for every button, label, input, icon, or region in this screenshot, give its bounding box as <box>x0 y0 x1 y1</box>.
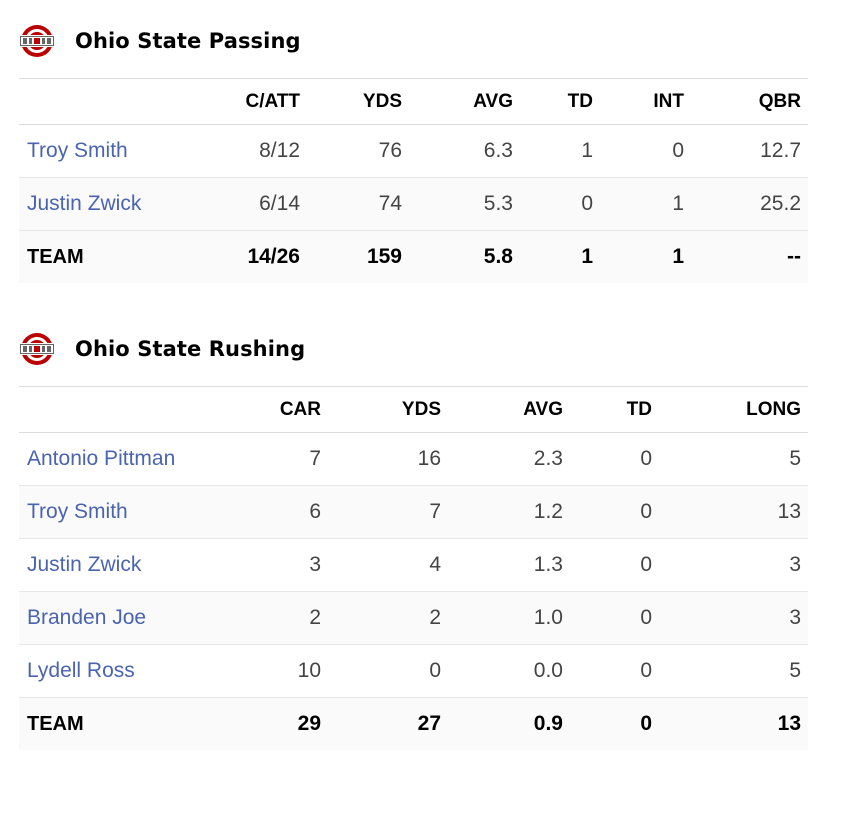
stat-yds: 4 <box>321 538 441 592</box>
table-row: Antonio Pittman 7 16 2.3 0 5 <box>19 432 808 486</box>
stat-car: 10 <box>222 644 321 698</box>
passing-title: Ohio State Passing <box>75 29 301 53</box>
table-row: Troy Smith 6 7 1.2 0 13 <box>19 485 808 539</box>
team-qbr: -- <box>691 230 808 283</box>
column-header-yds: YDS <box>321 387 441 433</box>
player-link[interactable]: Antonio Pittman <box>19 432 222 486</box>
team-avg: 0.9 <box>441 697 563 750</box>
team-long: 13 <box>652 697 808 750</box>
stat-long: 3 <box>652 538 808 592</box>
stat-int: 1 <box>600 177 691 231</box>
team-yds: 159 <box>300 230 409 283</box>
player-link[interactable]: Justin Zwick <box>19 177 202 231</box>
player-link[interactable]: Troy Smith <box>19 124 202 178</box>
table-row: Troy Smith 8/12 76 6.3 1 0 12.7 <box>19 124 808 178</box>
ohio-state-logo-icon <box>19 333 55 365</box>
table-row: Lydell Ross 10 0 0.0 0 5 <box>19 644 808 698</box>
stat-yds: 76 <box>300 124 409 178</box>
rushing-header: Ohio State Rushing <box>19 330 808 387</box>
column-header-avg: AVG <box>409 79 520 125</box>
stat-yds: 2 <box>321 591 441 645</box>
team-total-row: TEAM 29 27 0.9 0 13 <box>19 697 808 750</box>
stat-qbr: 12.7 <box>691 124 808 178</box>
passing-table: C/ATT YDS AVG TD INT QBR Troy Smith 8/12… <box>19 79 808 283</box>
rushing-section: Ohio State Rushing CAR YDS AVG TD LONG A… <box>19 330 808 750</box>
column-header-long: LONG <box>652 387 808 433</box>
stat-avg: 1.3 <box>441 538 563 592</box>
column-header-player <box>19 79 202 125</box>
stat-car: 6 <box>222 485 321 539</box>
player-link[interactable]: Troy Smith <box>19 485 222 539</box>
stat-td: 0 <box>563 432 652 486</box>
stat-avg: 1.0 <box>441 591 563 645</box>
stat-car: 2 <box>222 591 321 645</box>
stat-avg: 6.3 <box>409 124 520 178</box>
player-link[interactable]: Lydell Ross <box>19 644 222 698</box>
table-row: Branden Joe 2 2 1.0 0 3 <box>19 591 808 645</box>
team-avg: 5.8 <box>409 230 520 283</box>
passing-section: Ohio State Passing C/ATT YDS AVG TD INT … <box>19 22 808 283</box>
team-td: 1 <box>520 230 600 283</box>
column-header-td: TD <box>520 79 600 125</box>
team-total-row: TEAM 14/26 159 5.8 1 1 -- <box>19 230 808 283</box>
ohio-state-logo-icon <box>19 25 55 57</box>
stat-long: 5 <box>652 432 808 486</box>
team-td: 0 <box>563 697 652 750</box>
table-row: Justin Zwick 3 4 1.3 0 3 <box>19 538 808 592</box>
table-row: Justin Zwick 6/14 74 5.3 0 1 25.2 <box>19 177 808 231</box>
stat-car: 7 <box>222 432 321 486</box>
column-header-car: CAR <box>222 387 321 433</box>
stat-yds: 16 <box>321 432 441 486</box>
stat-c-att: 8/12 <box>202 124 300 178</box>
column-header-yds: YDS <box>300 79 409 125</box>
stat-long: 5 <box>652 644 808 698</box>
stat-car: 3 <box>222 538 321 592</box>
stat-td: 0 <box>520 177 600 231</box>
passing-header: Ohio State Passing <box>19 22 808 79</box>
stat-td: 0 <box>563 485 652 539</box>
stat-long: 13 <box>652 485 808 539</box>
rushing-title: Ohio State Rushing <box>75 337 306 361</box>
team-label: TEAM <box>19 230 202 283</box>
stat-avg: 1.2 <box>441 485 563 539</box>
stat-yds: 7 <box>321 485 441 539</box>
column-header-player <box>19 387 222 433</box>
column-header-int: INT <box>600 79 691 125</box>
column-header-c-att: C/ATT <box>202 79 300 125</box>
rushing-table: CAR YDS AVG TD LONG Antonio Pittman 7 16… <box>19 387 808 750</box>
stat-c-att: 6/14 <box>202 177 300 231</box>
stat-qbr: 25.2 <box>691 177 808 231</box>
column-header-qbr: QBR <box>691 79 808 125</box>
stat-avg: 2.3 <box>441 432 563 486</box>
player-link[interactable]: Branden Joe <box>19 591 222 645</box>
stat-long: 3 <box>652 591 808 645</box>
stat-yds: 74 <box>300 177 409 231</box>
team-label: TEAM <box>19 697 222 750</box>
team-int: 1 <box>600 230 691 283</box>
stat-td: 0 <box>563 644 652 698</box>
stat-td: 0 <box>563 591 652 645</box>
team-c-att: 14/26 <box>202 230 300 283</box>
column-header-td: TD <box>563 387 652 433</box>
column-header-avg: AVG <box>441 387 563 433</box>
stat-avg: 5.3 <box>409 177 520 231</box>
stat-td: 0 <box>563 538 652 592</box>
stat-yds: 0 <box>321 644 441 698</box>
stat-td: 1 <box>520 124 600 178</box>
rushing-header-row: CAR YDS AVG TD LONG <box>19 387 808 433</box>
passing-header-row: C/ATT YDS AVG TD INT QBR <box>19 79 808 125</box>
stat-avg: 0.0 <box>441 644 563 698</box>
team-car: 29 <box>222 697 321 750</box>
stat-int: 0 <box>600 124 691 178</box>
player-link[interactable]: Justin Zwick <box>19 538 222 592</box>
team-yds: 27 <box>321 697 441 750</box>
